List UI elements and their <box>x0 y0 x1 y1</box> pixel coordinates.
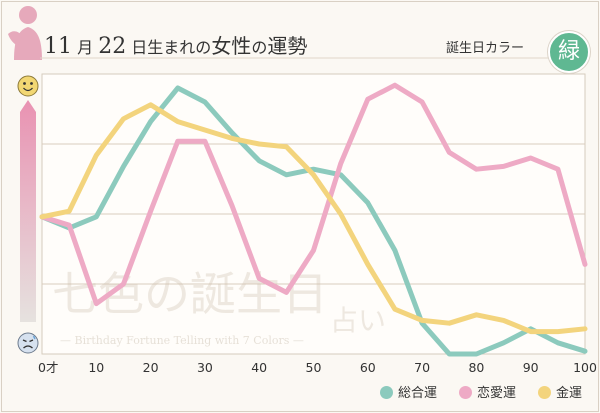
x-tick-label: 100 <box>573 360 597 375</box>
x-tick-label: 0才 <box>38 360 58 375</box>
x-tick-label: 30 <box>197 360 213 375</box>
watermark: 七色の誕生日 占い — Birthday Fortune Telling wit… <box>52 267 386 347</box>
page-title: 11 月 22 日生まれの女性の運勢 <box>44 30 307 59</box>
x-axis-ticks: 0才 10 20 30 40 50 60 70 80 90 100 <box>38 360 597 375</box>
title-day: 22 <box>98 34 127 59</box>
watermark-subtitle: — Birthday Fortune Telling with 7 Colors… <box>60 334 304 347</box>
watermark-title: 七色の誕生日 <box>52 267 328 321</box>
watermark-sub: 占い <box>330 304 386 337</box>
legend-label-money: 金運 <box>556 386 583 401</box>
title-month-suffix: 月 <box>77 38 94 57</box>
series-line-overall <box>39 85 588 357</box>
x-tick-label: 90 <box>523 360 539 375</box>
x-tick-label: 40 <box>251 360 267 375</box>
chart-legend: 総合運 恋愛運 金運 <box>0 380 600 404</box>
title-mid: 日生まれの <box>131 38 212 57</box>
sad-face-icon <box>17 332 39 354</box>
woman-silhouette-icon <box>8 6 42 60</box>
legend-item-love: 恋愛運 <box>459 382 516 401</box>
legend-label-love: 恋愛運 <box>477 386 517 401</box>
legend-label-overall: 総合運 <box>398 386 438 401</box>
title-no: の <box>251 38 268 57</box>
birthday-color-badge: 緑 <box>548 31 590 73</box>
x-tick-label: 70 <box>414 360 430 375</box>
legend-dot-overall <box>380 386 393 399</box>
x-tick-label: 50 <box>306 360 322 375</box>
series-line-love <box>39 82 588 307</box>
mood-scale-bar <box>20 100 36 322</box>
series-line-money <box>39 102 588 335</box>
title-month: 11 <box>44 34 72 59</box>
title-end: 運勢 <box>267 34 308 58</box>
legend-dot-money <box>538 386 551 399</box>
x-tick-label: 20 <box>143 360 159 375</box>
x-tick-label: 10 <box>88 360 104 375</box>
legend-item-overall: 総合運 <box>380 382 437 401</box>
legend-dot-love <box>459 386 472 399</box>
x-tick-label: 80 <box>468 360 484 375</box>
chart-gridlines <box>42 143 585 285</box>
birthday-color-label: 誕生日カラー <box>446 41 525 56</box>
chart-series-lines <box>39 82 588 357</box>
x-tick-label: 60 <box>360 360 376 375</box>
legend-item-money: 金運 <box>538 382 582 401</box>
happy-face-icon <box>17 75 39 97</box>
title-strong: 女性 <box>211 34 252 58</box>
